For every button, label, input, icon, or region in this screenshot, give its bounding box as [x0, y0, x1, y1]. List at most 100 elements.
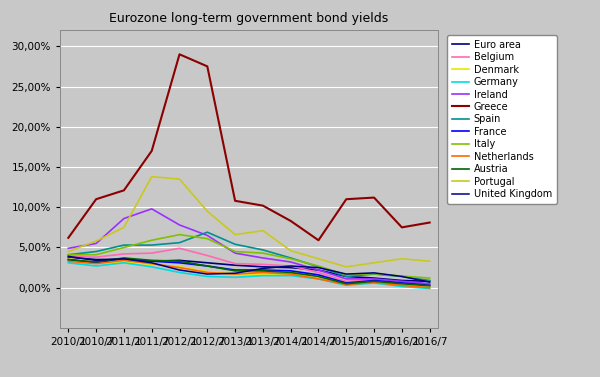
Legend: Euro area, Belgium, Denmark, Germany, Ireland, Greece, Spain, France, Italy, Net: Euro area, Belgium, Denmark, Germany, Ir…: [446, 35, 557, 204]
Germany: [273, 273, 280, 278]
Denmark: [426, 284, 433, 288]
Greece: [153, 133, 160, 137]
Spain: [334, 271, 341, 276]
Line: Denmark: Denmark: [68, 259, 430, 286]
Denmark: [153, 262, 160, 267]
Title: Eurozone long-term government bond yields: Eurozone long-term government bond yield…: [109, 12, 389, 25]
Germany: [329, 280, 336, 284]
Greece: [278, 214, 285, 218]
Austria: [334, 279, 341, 284]
Ireland: [334, 274, 341, 278]
United Kingdom: [208, 272, 215, 276]
Euro area: [426, 279, 433, 284]
Italy: [65, 253, 72, 257]
Spain: [65, 253, 72, 257]
Germany: [65, 261, 72, 265]
Italy: [334, 270, 341, 274]
Italy: [153, 237, 160, 242]
Austria: [278, 270, 285, 274]
Line: Spain: Spain: [68, 232, 430, 280]
Spain: [278, 253, 285, 257]
Portugal: [157, 175, 164, 180]
Ireland: [167, 217, 174, 222]
Belgium: [162, 248, 169, 253]
Germany: [426, 286, 433, 291]
Portugal: [426, 259, 433, 264]
Denmark: [273, 272, 280, 276]
Portugal: [343, 265, 350, 269]
Germany: [153, 265, 160, 270]
Ireland: [157, 212, 164, 216]
Ireland: [213, 239, 220, 244]
Netherlands: [218, 271, 225, 276]
Austria: [157, 258, 164, 263]
Belgium: [176, 246, 183, 251]
Euro area: [208, 261, 215, 265]
Austria: [121, 256, 128, 260]
Ireland: [426, 282, 433, 286]
Greece: [426, 220, 433, 225]
Spain: [153, 242, 160, 247]
Belgium: [213, 256, 220, 261]
Austria: [426, 284, 433, 288]
Italy: [426, 276, 433, 280]
Italy: [218, 243, 225, 247]
France: [213, 265, 220, 270]
Belgium: [278, 263, 285, 268]
Greece: [65, 236, 72, 240]
France: [426, 283, 433, 288]
Netherlands: [278, 271, 285, 276]
Greece: [162, 100, 169, 105]
Line: France: France: [68, 259, 430, 285]
Ireland: [278, 258, 285, 263]
Line: Ireland: Ireland: [68, 209, 430, 284]
Germany: [208, 274, 215, 279]
Euro area: [162, 259, 169, 263]
France: [121, 256, 128, 261]
Euro area: [153, 259, 160, 263]
Belgium: [65, 254, 72, 259]
Portugal: [213, 217, 220, 221]
Denmark: [65, 256, 72, 261]
Euro area: [329, 271, 336, 276]
Italy: [176, 232, 183, 237]
France: [167, 260, 174, 265]
United Kingdom: [162, 264, 169, 269]
Austria: [218, 266, 225, 271]
Portugal: [148, 175, 155, 179]
United Kingdom: [273, 265, 280, 270]
France: [278, 268, 285, 273]
Germany: [213, 274, 220, 279]
Spain: [218, 236, 225, 241]
Denmark: [329, 277, 336, 282]
Belgium: [218, 257, 225, 262]
Spain: [213, 234, 220, 239]
Netherlands: [65, 259, 72, 264]
Line: Euro area: Euro area: [68, 257, 430, 281]
Belgium: [153, 250, 160, 254]
Line: Greece: Greece: [68, 54, 430, 240]
Euro area: [65, 255, 72, 259]
Denmark: [208, 270, 215, 274]
Euro area: [273, 265, 280, 270]
Netherlands: [121, 258, 128, 263]
Portugal: [167, 176, 174, 181]
United Kingdom: [329, 268, 336, 273]
Portugal: [278, 242, 285, 246]
Line: Italy: Italy: [68, 234, 430, 278]
Italy: [213, 241, 220, 245]
Austria: [213, 265, 220, 270]
Spain: [162, 242, 169, 246]
Greece: [176, 52, 183, 57]
Euro area: [213, 261, 220, 266]
Line: Belgium: Belgium: [68, 248, 430, 284]
Netherlands: [157, 263, 164, 267]
Greece: [218, 131, 225, 136]
Line: United Kingdom: United Kingdom: [68, 256, 430, 282]
United Kingdom: [213, 271, 220, 276]
France: [218, 266, 225, 270]
Austria: [167, 259, 174, 263]
Belgium: [426, 282, 433, 287]
Netherlands: [426, 285, 433, 290]
France: [157, 259, 164, 264]
